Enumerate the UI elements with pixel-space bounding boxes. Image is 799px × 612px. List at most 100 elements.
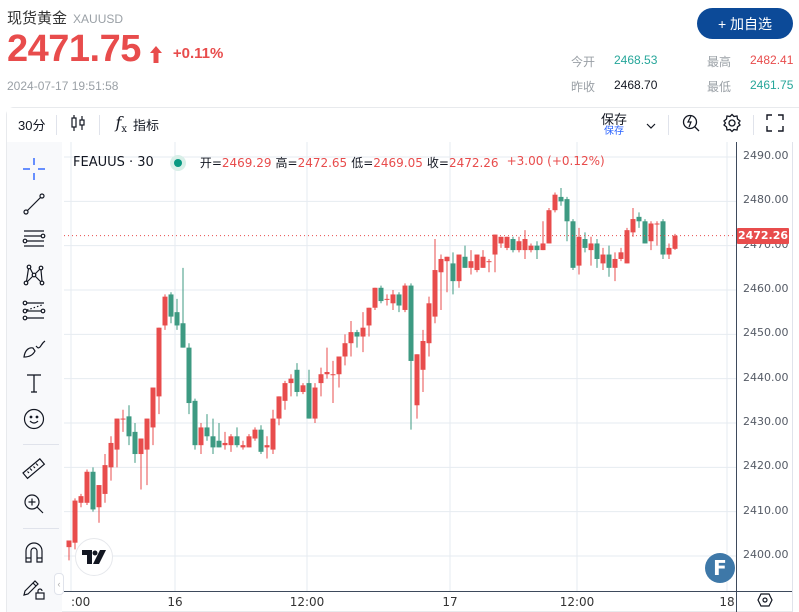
pencil-lock-icon	[22, 577, 46, 606]
stat-high: 最高 2482.41	[707, 53, 793, 70]
instrument-name: 现货黄金	[7, 10, 68, 27]
tool-divider	[23, 444, 59, 445]
price-tick-label: 2460.00	[743, 282, 789, 295]
tool-horizontal-lines[interactable]	[21, 228, 47, 254]
last-price: 2471.75	[7, 28, 141, 70]
stat-prev-close: 昨收 2468.70	[571, 78, 657, 95]
toolbar-divider	[99, 114, 101, 135]
high-value: 2472.65	[297, 156, 348, 170]
fullscreen-button[interactable]	[754, 108, 799, 141]
high-key: 高=	[275, 156, 298, 170]
tool-fib-retracement[interactable]	[21, 300, 47, 326]
toolbar-divider	[753, 114, 754, 135]
time-tick-label: 12:00	[289, 595, 325, 609]
fullscreen-icon	[766, 114, 784, 135]
brush-icon	[22, 338, 46, 365]
change-percent: +0.11%	[172, 45, 224, 62]
stat-label: 最低	[707, 80, 732, 94]
price-axis[interactable]: 2490.00 2480.00 2470.00 2460.00 2450.00 2440.…	[736, 142, 792, 592]
tool-text[interactable]	[21, 372, 47, 398]
stat-low: 最低 2461.75	[707, 78, 793, 95]
stat-value: 2468.53	[614, 53, 658, 67]
time-tick-label: 16	[167, 595, 183, 609]
price-row: 2471.75 +0.11%	[7, 28, 223, 71]
tool-zoom-in[interactable]	[21, 493, 47, 519]
drawing-toolbar	[7, 142, 62, 612]
smiley-icon	[23, 408, 45, 435]
instrument-symbol: XAUUSD	[73, 12, 124, 26]
stat-label: 最高	[707, 55, 732, 69]
stat-label: 今开	[571, 55, 596, 69]
tool-magnet[interactable]	[21, 541, 47, 569]
candlestick-chart	[64, 142, 736, 592]
time-tick-label: 17	[442, 595, 458, 609]
price-tick-label: 2480.00	[743, 193, 789, 207]
gear-icon	[722, 113, 742, 136]
stat-value: 2461.75	[750, 78, 794, 92]
chevron-left-icon: ‹	[57, 579, 61, 589]
text-icon	[24, 372, 44, 399]
title-row: 现货黄金 XAUUSD	[7, 7, 123, 28]
chart-legend: FEAUUS · 30 开=2469.29 高=2472.65 低=2469.0…	[73, 154, 605, 171]
tool-trend-line[interactable]	[21, 192, 47, 220]
collapse-toolbar-button[interactable]: ‹	[54, 573, 64, 595]
horizontal-lines-icon	[22, 228, 46, 255]
price-tick-label: 2490.00	[743, 149, 789, 162]
axis-settings-button[interactable]	[736, 591, 792, 612]
price-tick-label: 2400.00	[743, 548, 789, 561]
open-key: 开=	[199, 156, 222, 170]
fib-retracement-icon	[22, 300, 46, 327]
f-logo-badge[interactable]: F	[705, 553, 735, 583]
tool-ruler[interactable]	[21, 457, 47, 486]
hexagon-settings-icon	[756, 592, 773, 612]
lightning-search-icon	[681, 113, 701, 136]
zoom-in-icon	[23, 493, 45, 520]
legend-symbol: FEAUUS · 30	[73, 155, 154, 170]
tradingview-logo[interactable]	[75, 538, 113, 576]
status-dot	[173, 158, 182, 167]
time-tick-label: 18	[719, 595, 735, 609]
save-sublabel: 保存	[604, 125, 624, 137]
tool-emoji[interactable]	[21, 408, 47, 434]
tool-brush[interactable]	[21, 338, 47, 364]
open-value: 2469.29	[221, 156, 272, 170]
stat-value: 2482.41	[750, 53, 794, 67]
tradingview-icon	[82, 550, 106, 564]
magnet-icon	[24, 541, 44, 569]
candlestick-icon	[69, 114, 87, 135]
price-tick-label: 2410.00	[743, 503, 789, 517]
add-to-watchlist-button[interactable]: + 加自选	[697, 8, 793, 39]
function-fx-icon: fx	[115, 113, 128, 136]
indicators-label: 指标	[133, 118, 160, 133]
last-price-tag: 2472.26	[737, 227, 789, 244]
ruler-icon	[22, 457, 46, 486]
time-axis[interactable]: :00 16 12:00 17 12:00 18	[64, 591, 736, 612]
save-button[interactable]: 保存 保存	[594, 108, 634, 141]
stat-value: 2468.70	[614, 78, 658, 92]
quick-search-button[interactable]	[669, 108, 711, 141]
tool-divider	[23, 528, 59, 529]
close-value: 2472.26	[448, 156, 499, 170]
save-dropdown-button[interactable]	[642, 108, 668, 141]
price-tick-label: 2450.00	[743, 326, 789, 340]
tool-crosshair[interactable]	[21, 157, 47, 185]
time-tick-label: :00	[71, 595, 91, 609]
interval-button[interactable]: 30分	[18, 118, 46, 133]
indicators-button[interactable]: fx 指标	[100, 108, 159, 141]
pattern-icon	[23, 264, 45, 291]
settings-button[interactable]	[711, 108, 753, 141]
tool-pattern[interactable]	[21, 264, 47, 290]
time-tick-label: 12:00	[559, 595, 595, 609]
toolbar-divider	[56, 114, 58, 135]
tool-lock-drawings[interactable]	[21, 578, 47, 604]
low-value: 2469.05	[373, 156, 423, 170]
chart-plot-area[interactable]	[64, 142, 736, 592]
trend-line-icon	[23, 192, 45, 220]
save-label: 保存	[600, 111, 627, 127]
arrow-up-icon	[149, 46, 162, 63]
crosshair-icon	[23, 157, 45, 185]
market-status-icon	[169, 154, 186, 171]
change-value: +3.00 (+0.12%)	[506, 154, 605, 168]
chart-type-button[interactable]	[57, 108, 99, 141]
close-key: 收=	[426, 156, 449, 170]
